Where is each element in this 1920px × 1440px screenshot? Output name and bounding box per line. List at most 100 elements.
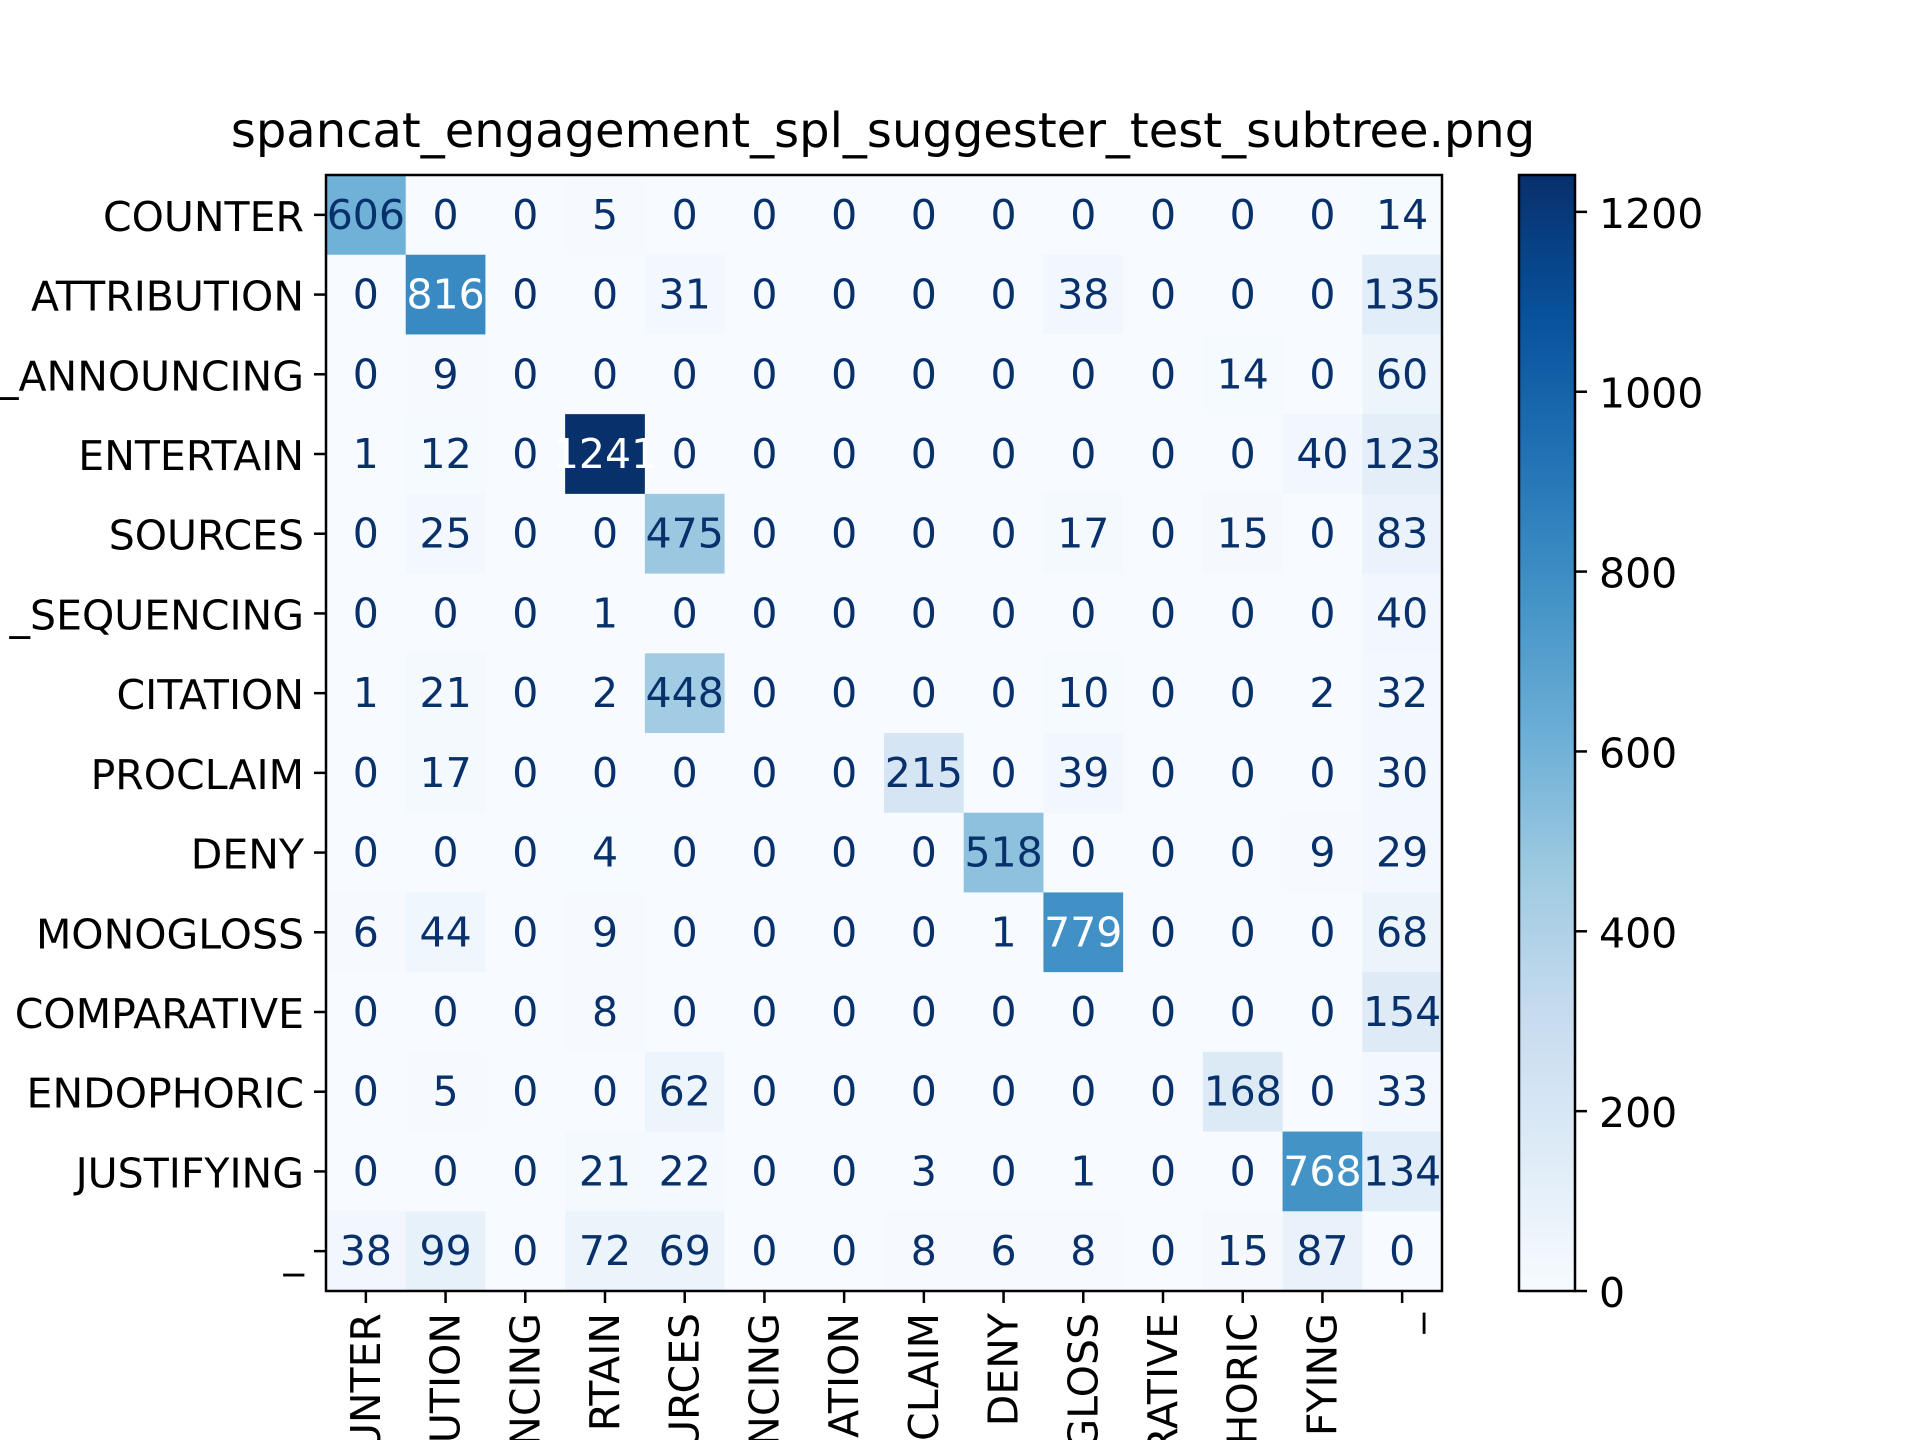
cell-value: 0 — [751, 430, 777, 478]
heatmap-cell — [1043, 334, 1124, 415]
cell-value: 15 — [1217, 1227, 1269, 1275]
x-tick-label: NCING — [501, 1313, 549, 1440]
cell-value: 38 — [340, 1227, 392, 1275]
cell-value: 0 — [353, 510, 379, 558]
heatmap-cell — [884, 972, 965, 1053]
cell-value: 21 — [419, 669, 471, 717]
cell-value: 0 — [751, 1068, 777, 1116]
heatmap-cell — [326, 972, 407, 1053]
heatmap-cell — [405, 812, 487, 894]
heatmap-cell — [724, 1211, 805, 1292]
heatmap-cell — [724, 493, 805, 575]
cell-value: 0 — [1230, 271, 1256, 319]
cell-value: 0 — [592, 271, 618, 319]
heatmap-cell — [1123, 175, 1204, 256]
cell-value: 9 — [433, 350, 459, 398]
heatmap-cell — [644, 733, 726, 814]
heatmap-cell — [1123, 972, 1204, 1053]
heatmap-cell — [326, 1131, 407, 1212]
heatmap-cell — [804, 573, 885, 654]
x-tick-label: DENY — [980, 1312, 1028, 1426]
heatmap-cell — [884, 653, 965, 734]
cell-value: 0 — [991, 1147, 1017, 1195]
cell-value: 0 — [353, 1068, 379, 1116]
heatmap-cell — [1202, 1211, 1284, 1292]
heatmap-cell — [963, 334, 1045, 415]
cell-value: 0 — [592, 510, 618, 558]
colorbar-tick-label: 800 — [1599, 550, 1677, 598]
heatmap-cell — [405, 1211, 487, 1292]
cell-value: 0 — [353, 271, 379, 319]
heatmap-cell — [804, 1211, 885, 1292]
heatmap-cell — [485, 1131, 566, 1212]
cell-value: 1 — [1070, 1147, 1096, 1195]
heatmap-cell — [1123, 1131, 1204, 1212]
heatmap-cell — [1043, 812, 1124, 894]
cell-value: 0 — [512, 1227, 538, 1275]
cell-value: 0 — [831, 669, 857, 717]
heatmap-cell — [1202, 972, 1284, 1053]
y-tick-label: CITATION — [116, 671, 304, 719]
heatmap-cell — [884, 414, 965, 495]
cell-value: 0 — [911, 669, 937, 717]
cell-value: 0 — [1150, 1227, 1176, 1275]
heatmap-cell — [326, 812, 407, 894]
cell-value: 21 — [579, 1147, 631, 1195]
heatmap-cell — [804, 1131, 885, 1212]
heatmap-cell — [565, 254, 646, 336]
heatmap-cell — [1362, 414, 1443, 495]
heatmap-cell — [565, 1211, 646, 1292]
heatmap-cell — [1362, 1051, 1443, 1133]
y-tick-label: _SEQUENCING — [9, 591, 304, 639]
cell-value: 62 — [659, 1068, 711, 1116]
heatmap-cell — [326, 653, 407, 734]
cell-value: 0 — [751, 829, 777, 877]
heatmap-cell — [1202, 334, 1284, 415]
cell-value: 0 — [751, 749, 777, 797]
cell-value: 0 — [1309, 988, 1335, 1036]
heatmap-cell — [1202, 733, 1284, 814]
colorbar-tick-label: 1200 — [1599, 190, 1703, 238]
cell-value: 154 — [1363, 988, 1441, 1036]
cell-value: 0 — [1150, 430, 1176, 478]
cell-value: 0 — [512, 988, 538, 1036]
cell-value: 215 — [885, 749, 963, 797]
heatmap-cell — [644, 1131, 726, 1212]
cell-value: 0 — [353, 589, 379, 637]
cell-value: 0 — [1070, 1068, 1096, 1116]
cell-value: 22 — [659, 1147, 711, 1195]
heatmap-cell — [326, 1051, 407, 1133]
cell-value: 40 — [1296, 430, 1348, 478]
x-tick-label: HORIC — [1219, 1313, 1267, 1440]
heatmap-cell — [804, 175, 885, 256]
cell-value: 0 — [1150, 191, 1176, 239]
x-tick-label: CLAIM — [900, 1313, 948, 1440]
cell-value: 0 — [433, 829, 459, 877]
heatmap-cell — [485, 1051, 566, 1133]
cell-value: 17 — [1057, 510, 1109, 558]
cell-value: 135 — [1363, 271, 1441, 319]
heatmap-cell — [1202, 653, 1284, 734]
heatmap-cell — [326, 254, 407, 336]
heatmap-cell — [485, 1211, 566, 1292]
heatmap-cell — [1202, 254, 1284, 336]
cell-value: 0 — [512, 669, 538, 717]
y-tick-label: COUNTER — [103, 193, 304, 241]
heatmap-cell — [1282, 1131, 1363, 1212]
heatmap-cell — [644, 334, 726, 415]
cell-value: 0 — [512, 271, 538, 319]
cell-value: 29 — [1376, 829, 1428, 877]
cell-value: 1 — [592, 589, 618, 637]
cell-value: 6 — [991, 1227, 1017, 1275]
cell-value: 99 — [419, 1227, 471, 1275]
cell-value: 0 — [751, 1147, 777, 1195]
cell-value: 0 — [751, 510, 777, 558]
heatmap-cell — [644, 892, 726, 973]
cell-value: 5 — [592, 191, 618, 239]
heatmap-cell — [724, 653, 805, 734]
heatmap-cell — [1043, 1051, 1124, 1133]
heatmap-cell — [405, 972, 487, 1053]
cell-value: 0 — [831, 988, 857, 1036]
heatmap-cell — [884, 1211, 965, 1292]
heatmap-cell — [644, 254, 726, 336]
